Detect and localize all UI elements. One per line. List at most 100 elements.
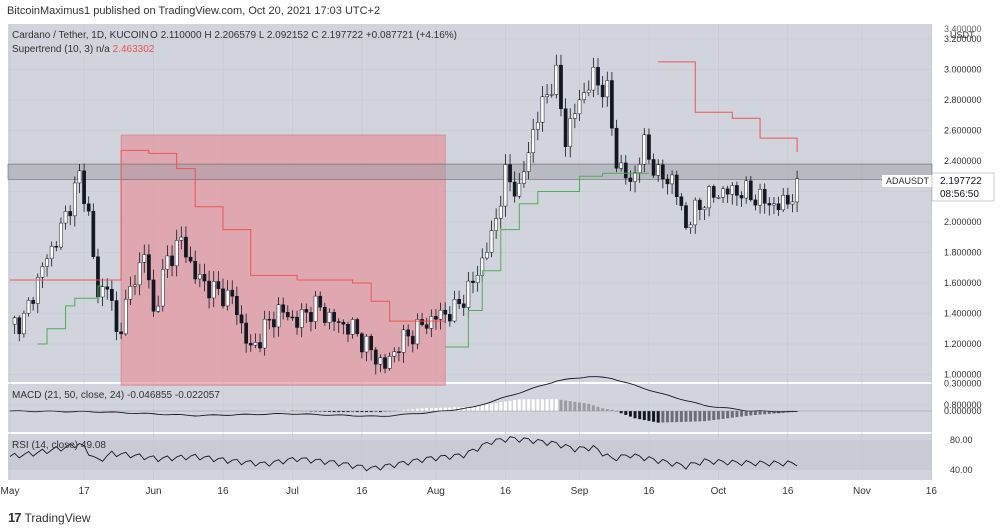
candle-body <box>193 260 198 280</box>
candle-body <box>378 357 383 365</box>
macd-histogram-bar <box>693 411 697 422</box>
macd-histogram-bar <box>448 407 452 411</box>
candle-body <box>767 203 772 206</box>
candle-body <box>40 266 45 278</box>
macd-histogram-bar <box>721 411 725 419</box>
candle-body <box>258 342 262 349</box>
candle-body <box>485 252 489 259</box>
macd-histogram-bar <box>772 411 776 414</box>
candle-body <box>748 180 753 201</box>
candle-body <box>698 199 702 210</box>
macd-histogram-bar <box>684 411 688 422</box>
candle-body <box>165 255 170 270</box>
macd-histogram-bar <box>615 411 619 412</box>
candle-body <box>211 281 216 299</box>
candle-body <box>100 286 105 298</box>
candle-body <box>253 342 258 346</box>
candle-body <box>295 316 299 328</box>
candle-body <box>582 92 586 101</box>
candle-body <box>586 89 591 93</box>
candle-body <box>637 164 642 173</box>
candle-body <box>498 205 503 219</box>
macd-histogram-bar <box>638 411 642 420</box>
macd-histogram-bar <box>647 411 651 421</box>
time-tick-label: 16 <box>217 486 229 497</box>
resistance-zone <box>7 163 933 180</box>
macd-histogram-bar <box>568 401 572 411</box>
candle-body <box>318 295 323 308</box>
macd-histogram-bar <box>522 399 526 411</box>
macd-histogram-bar <box>517 399 521 411</box>
supertrend-up-line <box>37 285 103 345</box>
candle-body <box>670 174 674 185</box>
macd-histogram-bar <box>703 411 706 422</box>
legend-ohlc: O 2.110000 H 2.206579 L 2.092152 C 2.197… <box>150 30 457 41</box>
candle-body <box>299 309 304 328</box>
candle-body <box>628 177 633 182</box>
candle-body <box>688 224 693 229</box>
candle-body <box>526 152 531 172</box>
candle-body <box>471 280 475 283</box>
candle-body <box>110 288 114 301</box>
candle-body <box>128 285 133 300</box>
candle-body <box>785 194 790 205</box>
macd-histogram-bar <box>735 411 739 418</box>
macd-histogram-bar <box>540 399 544 411</box>
candle-body <box>559 64 563 109</box>
macd-histogram-bar <box>531 399 535 411</box>
candle-body <box>790 201 795 205</box>
price-tick-label: 3.200000 <box>944 34 982 44</box>
price-tick-label: 1.000000 <box>944 370 982 380</box>
candle-body <box>647 134 651 160</box>
candle-body <box>466 280 471 308</box>
macd-histogram-bar <box>536 399 540 411</box>
price-chart[interactable]: 0.800000 1.000000 1.200000 1.400000 1.600000… <box>0 20 1000 502</box>
macd-histogram-bar <box>587 403 591 411</box>
candle-body <box>512 181 517 197</box>
candle-body <box>434 316 438 320</box>
candle-body <box>776 203 781 211</box>
macd-histogram-bar <box>763 411 767 415</box>
macd-histogram-bar <box>545 399 549 411</box>
macd-histogram-bar <box>707 411 711 421</box>
macd-histogram-bar <box>471 406 475 411</box>
macd-histogram-bar <box>402 410 406 411</box>
candle-body <box>656 164 661 176</box>
candle-body <box>420 319 424 325</box>
macd-histogram-bar <box>628 411 632 417</box>
time-tick-label: 16 <box>782 486 794 497</box>
candle-body <box>304 309 309 313</box>
candle-body <box>489 230 494 253</box>
candle-body <box>735 185 739 196</box>
svg-text:08:56:50: 08:56:50 <box>940 189 979 200</box>
candle-body <box>795 178 799 203</box>
candle-body <box>31 300 35 304</box>
macd-histogram-bar <box>513 400 517 411</box>
candle-body <box>267 318 272 321</box>
candle-body <box>336 321 341 323</box>
candle-body <box>725 188 730 195</box>
macd-histogram-bar <box>439 407 443 411</box>
price-tick-label: 1.800000 <box>944 248 982 258</box>
macd-histogram-bar <box>462 407 466 411</box>
candle-body <box>290 316 295 319</box>
macd-histogram-bar <box>318 411 322 412</box>
candle-body <box>174 240 179 267</box>
macd-histogram-bar <box>476 405 480 411</box>
candle-body <box>517 183 522 197</box>
time-tick-label: Aug <box>427 486 445 497</box>
candle-body <box>355 319 360 334</box>
time-tick-label: 16 <box>926 486 938 497</box>
candle-body <box>596 67 600 86</box>
supertrend-up-line <box>445 172 649 348</box>
macd-histogram-bar <box>434 407 438 411</box>
macd-histogram-bar <box>642 411 646 421</box>
candle-body <box>392 351 397 357</box>
price-tick-label: 2.400000 <box>944 156 982 166</box>
candle-body <box>716 197 721 199</box>
macd-histogram-bar <box>466 406 470 411</box>
candle-body <box>679 196 684 206</box>
macd-histogram-bar <box>596 406 600 411</box>
macd-histogram-bar <box>499 402 503 411</box>
candle-body <box>535 122 540 130</box>
